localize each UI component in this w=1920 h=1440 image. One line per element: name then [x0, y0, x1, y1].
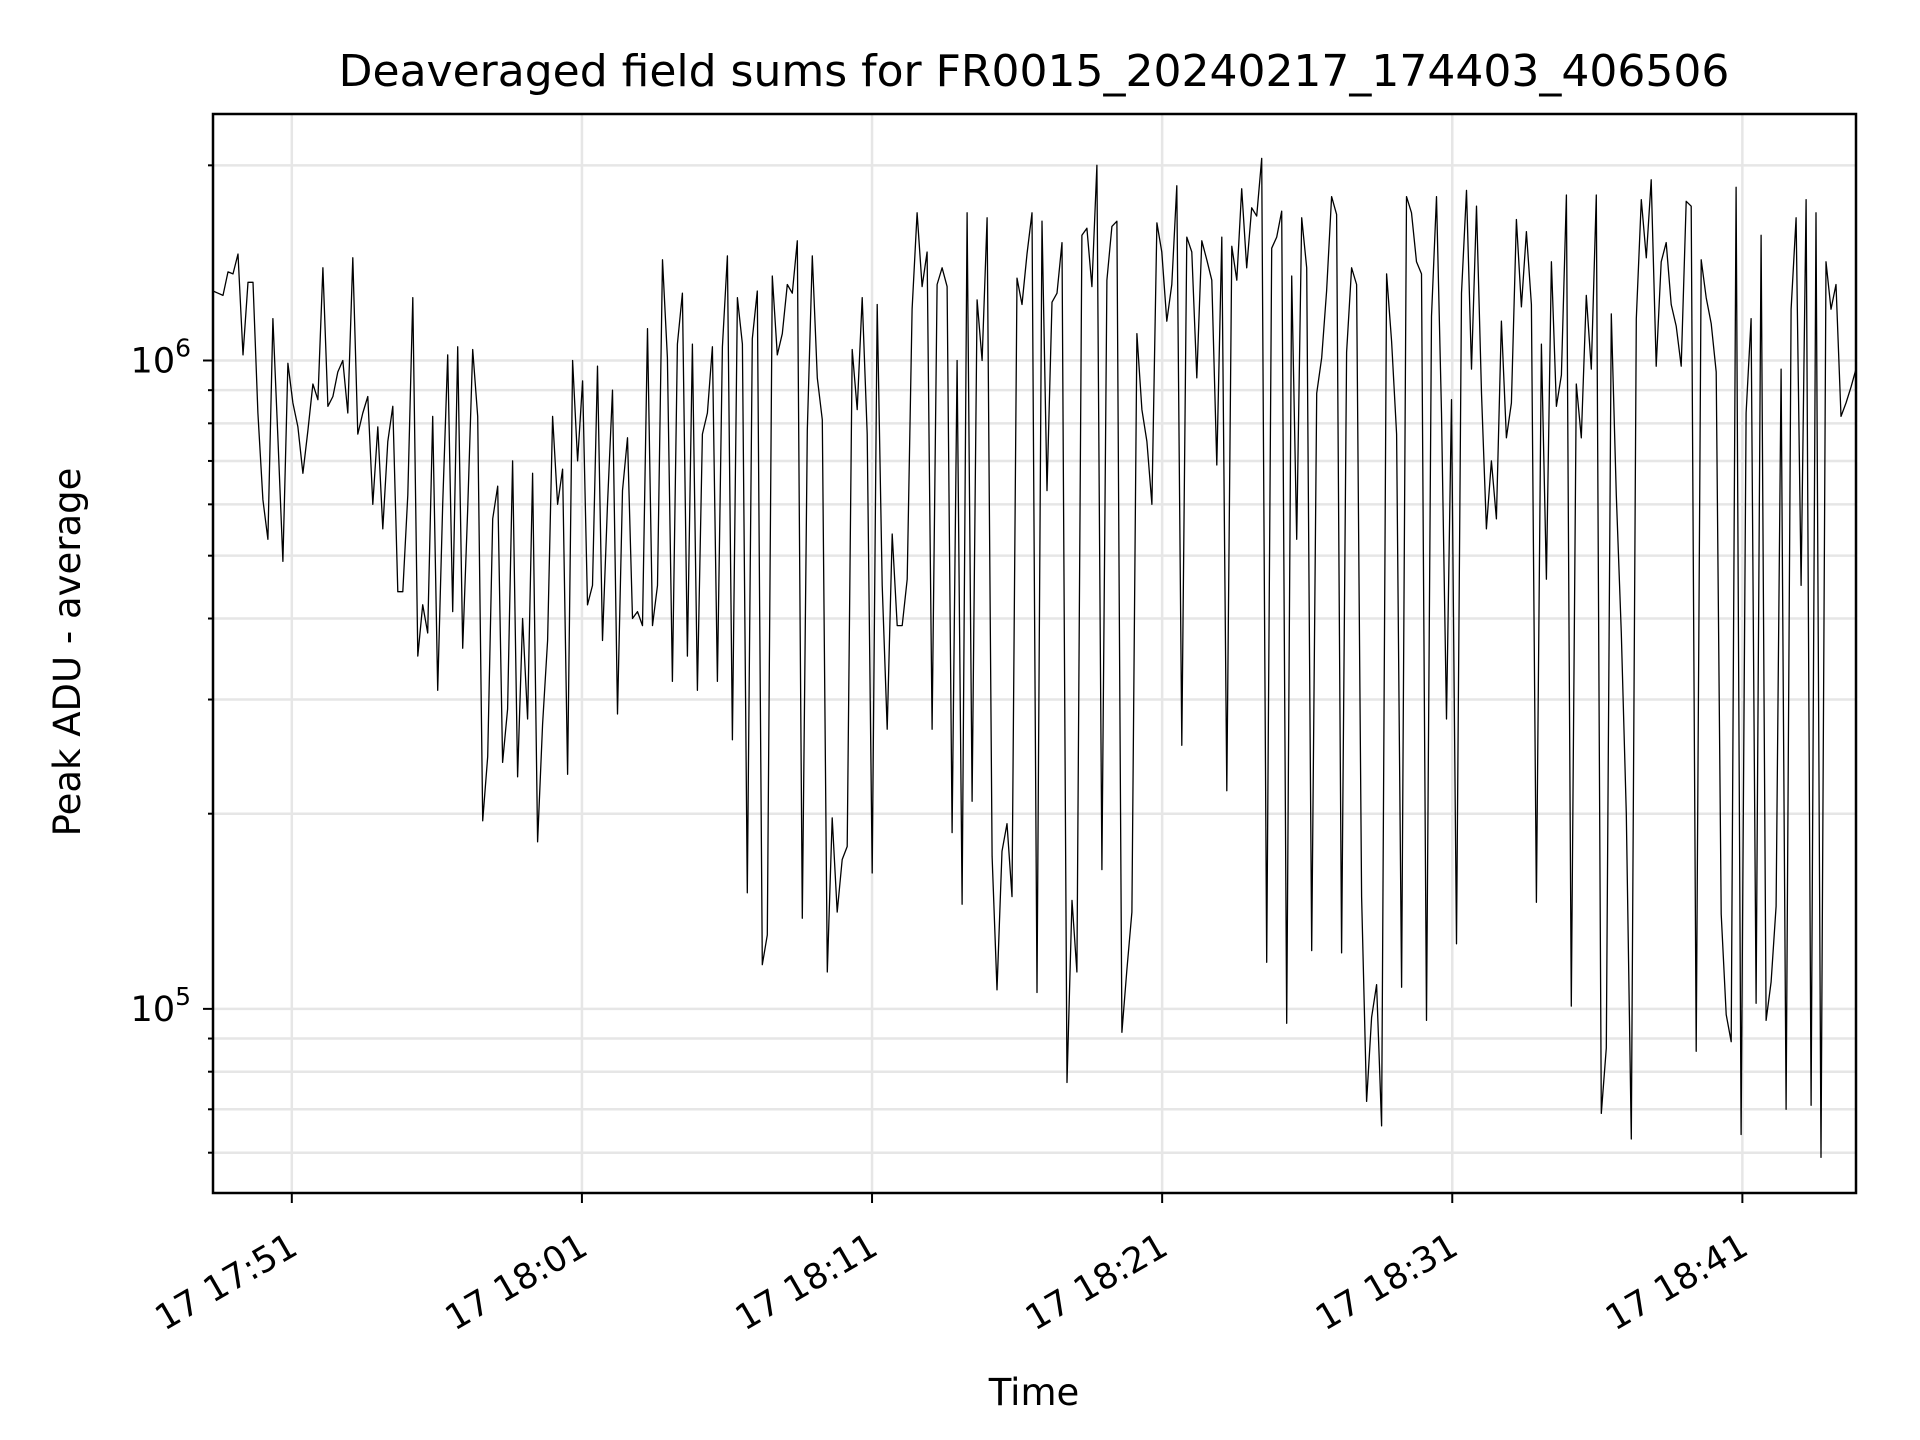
- plot-frame: [211, 112, 1858, 1195]
- x-axis-label: Time: [988, 1371, 1080, 1414]
- y-tick-label: 106: [131, 334, 191, 382]
- y-tick-label: 105: [131, 982, 191, 1030]
- series-layer: [212, 157, 1857, 1159]
- chart-title: Deaveraged field sums for FR0015_2024021…: [339, 46, 1730, 97]
- y-axis-label: Peak ADU - average: [46, 468, 89, 837]
- data-series-line: [212, 157, 1857, 1159]
